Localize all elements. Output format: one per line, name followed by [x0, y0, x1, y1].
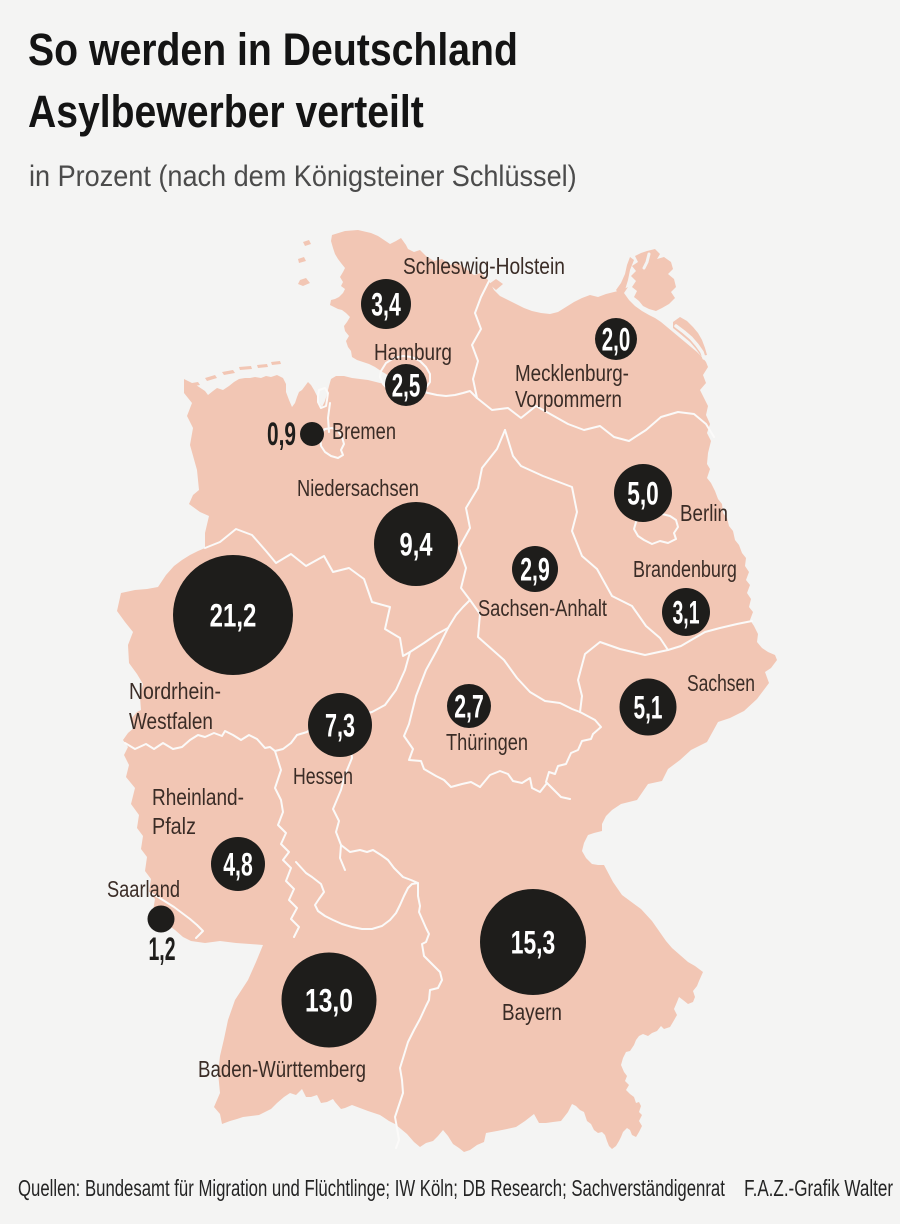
svg-text:F.A.Z.-Grafik Walter: F.A.Z.-Grafik Walter — [744, 1177, 893, 1202]
svg-text:4,8: 4,8 — [223, 846, 252, 883]
svg-text:Pfalz: Pfalz — [152, 814, 196, 840]
svg-text:15,3: 15,3 — [511, 925, 555, 961]
svg-text:Sachsen: Sachsen — [687, 672, 755, 697]
svg-text:3,4: 3,4 — [371, 286, 400, 323]
svg-text:7,3: 7,3 — [325, 707, 355, 743]
svg-text:Westfalen: Westfalen — [129, 709, 213, 734]
svg-text:Nordrhein-: Nordrhein- — [129, 678, 221, 704]
svg-text:So werden in Deutschland: So werden in Deutschland — [28, 24, 518, 74]
svg-text:Rheinland-: Rheinland- — [152, 785, 244, 810]
svg-text:Thüringen: Thüringen — [446, 730, 528, 756]
svg-text:Schleswig-Holstein: Schleswig-Holstein — [403, 254, 565, 279]
svg-text:Baden-Württemberg: Baden-Württemberg — [198, 1057, 366, 1082]
svg-text:2,5: 2,5 — [392, 368, 421, 404]
svg-text:in Prozent (nach dem Königstei: in Prozent (nach dem Königsteiner Schlüs… — [29, 160, 577, 194]
svg-text:Saarland: Saarland — [107, 877, 180, 902]
svg-text:13,0: 13,0 — [305, 983, 353, 1019]
svg-text:Brandenburg: Brandenburg — [633, 557, 737, 583]
svg-text:2,7: 2,7 — [454, 688, 483, 725]
svg-text:Hamburg: Hamburg — [374, 340, 452, 365]
svg-text:5,1: 5,1 — [634, 690, 663, 726]
svg-text:2,0: 2,0 — [602, 322, 630, 358]
svg-text:Asylbewerber verteilt: Asylbewerber verteilt — [28, 86, 424, 136]
svg-text:5,0: 5,0 — [627, 476, 659, 512]
svg-text:Niedersachsen: Niedersachsen — [297, 476, 419, 501]
svg-text:Berlin: Berlin — [680, 501, 728, 526]
svg-text:Bremen: Bremen — [332, 419, 396, 444]
svg-text:Mecklenburg-: Mecklenburg- — [515, 361, 629, 386]
svg-text:Sachsen-Anhalt: Sachsen-Anhalt — [478, 596, 607, 621]
svg-text:Hessen: Hessen — [293, 764, 353, 790]
svg-text:2,9: 2,9 — [520, 551, 549, 588]
svg-text:Quellen: Bundesamt für Migrati: Quellen: Bundesamt für Migration und Flü… — [18, 1177, 725, 1202]
svg-text:Vorpommern: Vorpommern — [515, 387, 622, 412]
svg-text:1,2: 1,2 — [149, 931, 176, 967]
svg-text:3,1: 3,1 — [673, 594, 700, 630]
svg-text:0,9: 0,9 — [267, 417, 296, 453]
svg-text:Bayern: Bayern — [502, 1000, 562, 1025]
svg-text:9,4: 9,4 — [400, 526, 433, 562]
svg-text:21,2: 21,2 — [210, 597, 257, 633]
